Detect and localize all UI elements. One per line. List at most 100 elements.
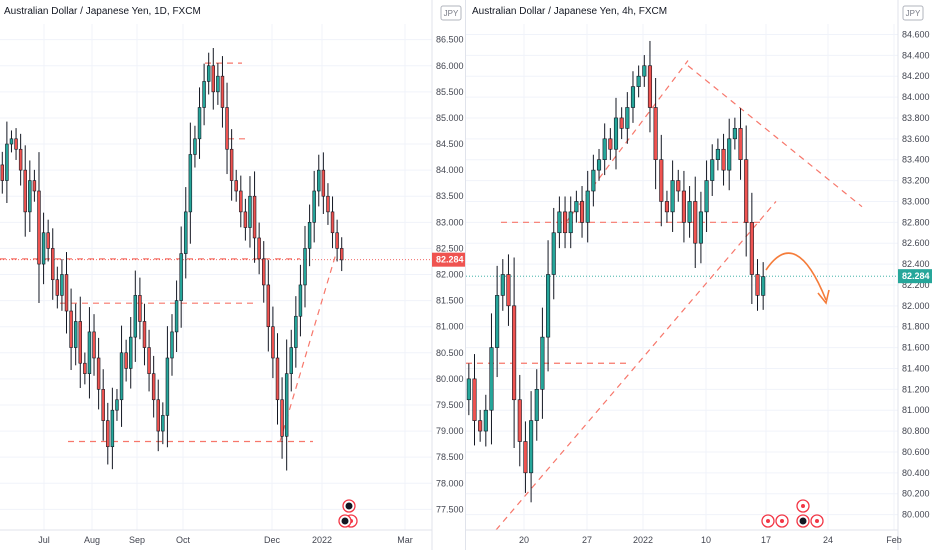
right-event-icons[interactable] [761,499,824,528]
right-candle-body [483,409,488,432]
left-candle [5,121,9,204]
left-candle-body [280,399,284,437]
right-candle-body [500,274,505,296]
left-candle-body [128,336,133,369]
right-price-tick: 84.000 [902,92,930,102]
left-candle [151,355,156,418]
right-time-axis[interactable]: 20 27 2022 10 17 24 Feb [466,529,902,545]
left-candle-body [23,169,27,213]
right-candle [596,148,602,181]
left-candle-body [87,331,92,374]
left-candle [87,307,92,399]
left-price-tick: 81.500 [436,296,464,306]
left-candle-body [252,195,257,239]
right-candle-body [721,148,726,171]
left-candle [239,175,243,228]
left-daily-chart[interactable]: 86.500 86.000 85.500 85.000 84.500 84.000 83.5… [0,0,466,550]
left-candle-body [142,321,147,348]
left-candle [142,303,147,366]
left-candle [294,296,298,368]
right-price-tick: 84.400 [902,50,930,60]
right-candle [613,97,619,170]
left-candle [321,152,326,214]
left-candle [124,339,128,382]
left-candle-body [138,295,142,322]
left-candle [211,47,216,110]
left-candle-body [234,180,238,192]
right-candle [676,169,681,202]
right-candle-body [602,138,607,160]
left-price-tick: 85.500 [436,87,464,97]
right-event-icon-dot [801,504,805,508]
right-price-tick: 82.200 [902,280,930,290]
left-candle-body [60,274,64,296]
right-candle-body [523,441,528,474]
right-candle [653,78,658,190]
left-event-icon[interactable] [342,499,356,513]
left-candle-body [298,284,303,317]
left-candle-body [321,169,326,197]
left-candle-body [28,180,32,213]
right-price-tick: 81.800 [902,322,930,332]
left-candle-body [69,310,73,348]
right-time-tick: 20 [519,535,529,545]
right-last-price-tag[interactable] [898,269,932,284]
right-candle-body [625,107,630,129]
left-candle-body [147,347,151,374]
left-chart-title: Australian Dollar / Japanese Yen, 1D, FX… [4,6,201,17]
right-event-icon[interactable] [796,514,810,528]
right-candle [704,160,709,232]
left-candle [51,228,55,300]
right-price-tick: 80.800 [902,426,930,436]
left-candle [161,402,165,445]
left-price-tick: 84.500 [436,139,464,149]
left-candle [206,52,211,95]
right-candle-body [664,201,669,213]
right-event-icon-dot [766,519,770,523]
left-price-tick: 78.500 [436,452,464,462]
left-candle-body [225,107,229,150]
left-price-axis[interactable]: 86.500 86.000 85.500 85.000 84.500 84.000 83.5… [431,0,466,550]
left-candle-body [193,138,197,155]
right-candle [483,394,488,447]
left-candle [307,204,312,267]
right-4h-chart[interactable]: 84.600 84.400 84.200 84.000 83.800 83.600 83.4… [466,0,932,550]
right-event-icon[interactable] [796,499,810,513]
right-candle [517,374,522,467]
right-unit-text: JPY [906,9,921,18]
right-event-icon[interactable] [761,514,775,528]
left-candle-body [5,143,9,181]
right-candle [472,354,477,446]
right-price-tick: 83.400 [902,155,930,165]
right-candle-body [738,128,743,160]
left-price-tick: 85.000 [436,113,464,123]
left-candle-body [271,326,275,359]
left-price-tick: 78.000 [436,478,464,488]
left-price-tick: 80.000 [436,374,464,384]
left-candle-body [151,373,156,401]
left-candle-body [216,75,220,93]
right-price-axis[interactable]: 84.600 84.400 84.200 84.000 83.800 83.600 83.4… [897,0,932,550]
right-price-tick: 83.200 [902,176,930,186]
right-chart-background [466,0,932,550]
left-candle [92,314,96,376]
left-candle [0,151,5,194]
left-candle-body [78,321,82,364]
right-candle-body [466,378,471,401]
right-candle [568,196,573,249]
right-event-icon[interactable] [775,514,789,528]
left-candle [170,314,174,376]
left-candle-body [289,347,293,374]
left-time-tick: 2022 [312,535,332,545]
right-candle [579,186,585,238]
left-time-axis[interactable]: Jul Aug Sep Oct Dec 2022 Mar [0,529,432,545]
left-event-icons[interactable] [338,499,358,528]
left-candle-body [51,248,55,281]
right-event-icon[interactable] [810,514,824,528]
left-last-price-tag[interactable] [432,252,466,267]
left-event-icon[interactable] [338,514,352,528]
left-candle-body [119,352,124,401]
left-candle-body [184,211,188,254]
left-candle [252,171,257,263]
right-candle-body [568,211,573,234]
